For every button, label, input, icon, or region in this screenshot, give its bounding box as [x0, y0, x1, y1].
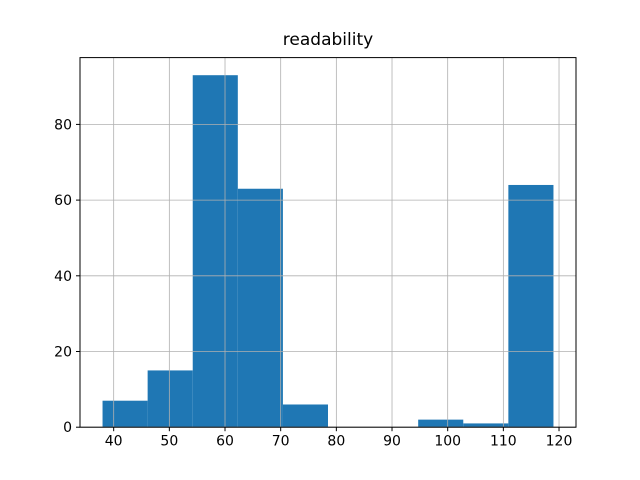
y-tick-label: 0 — [63, 420, 72, 436]
x-tick-label: 80 — [327, 434, 345, 450]
histogram-bar — [237, 188, 283, 428]
histogram-bar — [147, 370, 193, 428]
x-tick-label: 90 — [383, 434, 401, 450]
x-tick-label: 50 — [160, 434, 178, 450]
x-tick-label: 110 — [490, 434, 517, 450]
y-tick-label: 80 — [54, 117, 72, 133]
x-tick-label: 60 — [216, 434, 234, 450]
x-tick-label: 70 — [272, 434, 290, 450]
x-tick-label: 120 — [546, 434, 573, 450]
histogram-bar — [508, 184, 554, 428]
histogram-bar — [102, 400, 148, 428]
x-tick-label: 100 — [434, 434, 461, 450]
histogram-bar — [192, 75, 238, 428]
y-tick-label: 40 — [54, 269, 72, 285]
histogram-bar — [418, 419, 464, 428]
y-tick-label: 60 — [54, 193, 72, 209]
histogram-bar — [463, 423, 509, 428]
axes-spines — [79, 57, 577, 428]
chart-title: readability — [282, 30, 374, 50]
histogram-bar — [282, 404, 328, 428]
y-tick-label: 20 — [54, 345, 72, 361]
x-tick-label: 40 — [105, 434, 123, 450]
